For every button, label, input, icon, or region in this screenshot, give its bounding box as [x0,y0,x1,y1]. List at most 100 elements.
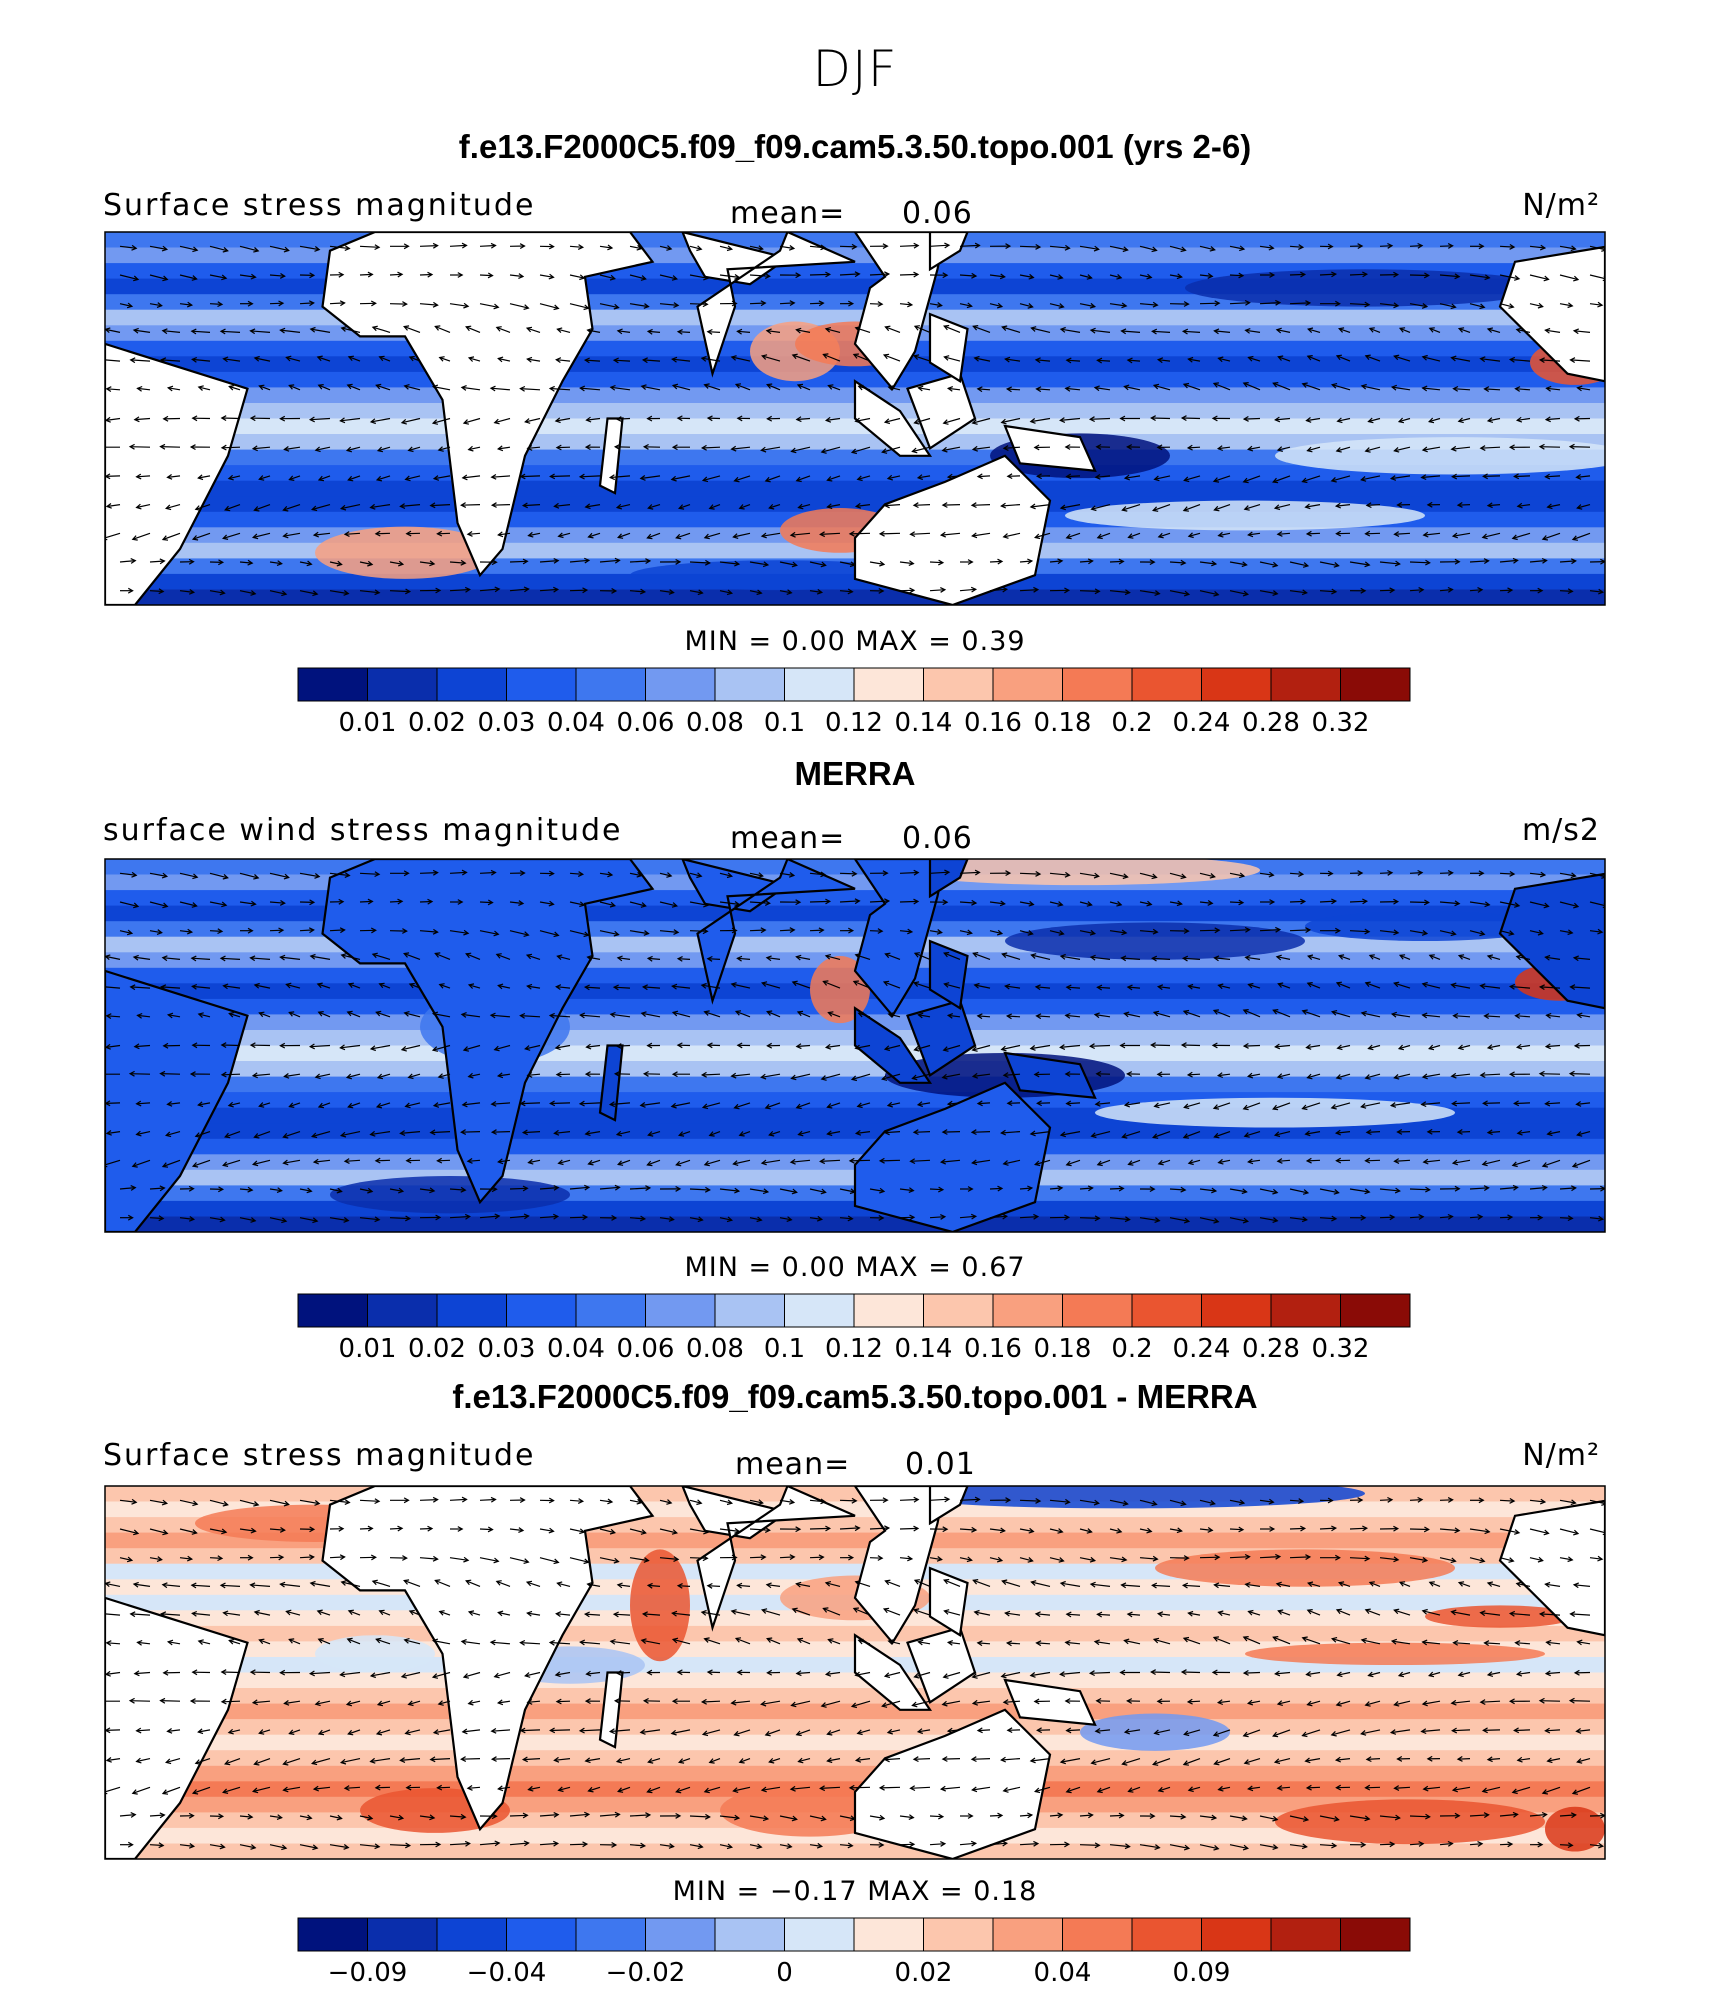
colorbar-bin [1340,1917,1411,1952]
colorbar-tick-label: 0.08 [686,1334,744,1364]
landmass-arabia [681,1486,791,1540]
colorbar-tick-label: 0.1 [764,708,805,738]
colorbar-tick-label: 0.04 [547,1334,605,1364]
panel3-units: N/m² [1522,1438,1600,1473]
colorbar-bin [297,1917,368,1952]
colorbar-tick-label: 0.08 [686,708,744,738]
landmass-centralamerica [1498,1499,1605,1637]
colorbar-tick-label: 0.2 [1111,1334,1152,1364]
landmass-southamerica [105,1596,249,1859]
landmass-southamerica [105,342,249,605]
colorbar-tick-label: 0.18 [1034,1334,1092,1364]
stress-field-2 [105,859,1605,1232]
colorbar-bin [436,1293,507,1328]
colorbar-bin [714,1293,785,1328]
panel2-variable-label: surface wind stress magnitude [103,813,623,848]
colorbar-bin [992,667,1063,702]
colorbar-bin [436,1917,507,1952]
landmass-newguinea [1003,1678,1097,1726]
colorbar-bin [1201,1293,1272,1328]
panel3-min-max: MIN = −0.17 MAX = 0.18 [672,1876,1038,1907]
colorbar-tick-label: 0.14 [895,708,953,738]
panel1-variable-label: Surface stress magnitude [103,188,536,223]
panel2-mean-label: mean= [730,821,846,856]
colorbar-bin [853,1293,924,1328]
colorbar-bin [714,1917,785,1952]
panel2-title: MERRA [794,755,916,792]
colorbar-bin [575,1293,646,1328]
colorbar-bin [1340,667,1411,702]
landmass-borneo [906,999,977,1077]
map-frame-2 [104,858,1606,1233]
panel2-min-max: MIN = 0.00 MAX = 0.67 [684,1252,1026,1283]
map-frame-1 [104,231,1606,606]
colorbar-tick-label: 0.16 [964,1334,1022,1364]
colorbar-tick-label: 0.06 [617,1334,675,1364]
colorbar-tick-label: 0.09 [1173,1958,1231,1988]
colorbar-tick-label: 0.02 [408,1334,466,1364]
landmass-southamerica [105,969,249,1232]
landmass-japan [928,859,969,899]
panel3-mean-label: mean= [735,1447,851,1482]
landmass-philippines [928,312,969,384]
colorbar-bin [992,1293,1063,1328]
colorbar-bin [575,1917,646,1952]
colorbar-bin [1270,1293,1341,1328]
colorbar-tick-label: 0.02 [408,708,466,738]
colorbar-bin [367,1917,438,1952]
colorbar-bin [506,667,577,702]
colorbar-bin [1131,667,1202,702]
colorbar-tick-label: −0.02 [606,1958,686,1988]
colorbar-bin [367,1293,438,1328]
landmass-japan [928,232,969,272]
landmass-borneo [906,372,977,450]
wind-vectors-2 [105,869,1605,1224]
stress-field-1 [105,232,1605,605]
panel3-mean-value: 0.01 [905,1447,976,1482]
panel3-variable-label: Surface stress magnitude [103,1438,536,1473]
colorbar-tick-label: 0.14 [895,1334,953,1364]
landmass-arabia [681,232,791,286]
wind-vectors-3 [105,1496,1605,1851]
colorbar-bin [1062,1917,1133,1952]
colorbar-tick-label: 0.04 [547,708,605,738]
colorbar-bin [784,667,855,702]
panel3-title: f.e13.F2000C5.f09_f09.cam5.3.50.topo.001… [452,1378,1258,1415]
colorbar-tick-label: 0.24 [1173,1334,1231,1364]
panel1-mean-value: 0.06 [902,196,973,231]
landmass-sumatra [853,1006,933,1084]
colorbar-tick-label: 0.16 [964,708,1022,738]
colorbar-tick-label: 0.18 [1034,708,1092,738]
landmass-centralamerica [1498,872,1605,1010]
colorbar-tick-label: 0.02 [895,1958,953,1988]
colorbar-bin [853,1917,924,1952]
colorbar-tick-label: 0 [776,1958,793,1988]
landmass-arabia [681,859,791,913]
colorbar-bin [923,1293,994,1328]
colorbar-bin [784,1293,855,1328]
landmass-centralamerica [1498,245,1605,383]
panel2-units: m/s2 [1521,813,1600,848]
figure-title: DJF [812,40,898,98]
panel1-units: N/m² [1522,188,1600,223]
colorbar-bin [297,1293,368,1328]
landmass-philippines [928,939,969,1011]
colorbar-bin [1062,1293,1133,1328]
colorbar-tick-label: 0.2 [1111,708,1152,738]
colorbar-tick-label: 0.12 [825,708,883,738]
panel2-mean-value: 0.06 [902,821,973,856]
colorbar-bin [645,1917,716,1952]
colorbar-bin [1201,667,1272,702]
colorbar-3: −0.09 −0.04 −0.02 0 0.02 0.04 0.09 [297,1917,1411,1988]
colorbar-bin [1131,1293,1202,1328]
colorbar-bin [1201,1917,1272,1952]
colorbar-bin [992,1917,1063,1952]
colorbar-bin [575,667,646,702]
landmass-borneo [906,1626,977,1704]
landmass-newguinea [1003,1051,1097,1099]
colorbar-tick-label: 0.01 [339,708,397,738]
landmass-sumatra [853,379,933,457]
colorbar-bin [506,1293,577,1328]
colorbar-bin [923,1917,994,1952]
colorbar-bin [297,667,368,702]
